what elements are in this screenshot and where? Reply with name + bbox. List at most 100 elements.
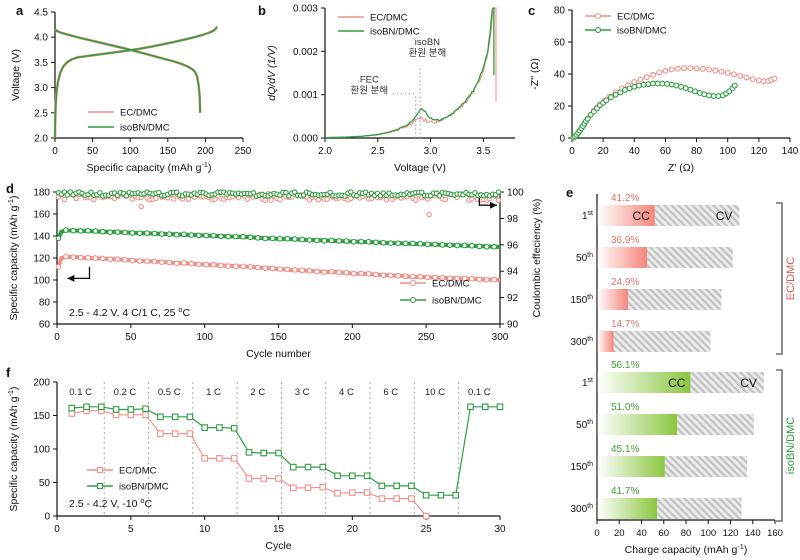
svg-text:0.002: 0.002	[293, 47, 318, 58]
svg-text:2.5 - 4.2 V, 4 C/1 C, 25 oC: 2.5 - 4.2 V, 4 C/1 C, 25 oC	[69, 305, 190, 319]
svg-text:250: 250	[418, 332, 435, 343]
svg-text:10: 10	[199, 524, 211, 535]
svg-text:3.5: 3.5	[34, 58, 48, 69]
svg-text:24.9%: 24.9%	[611, 277, 639, 288]
svg-text:50th: 50th	[576, 252, 593, 264]
svg-text:100: 100	[507, 188, 524, 199]
svg-text:50th: 50th	[576, 419, 593, 431]
svg-text:14.7%: 14.7%	[611, 319, 639, 330]
svg-text:isoBN/DMC: isoBN/DMC	[370, 27, 420, 38]
svg-text:CV: CV	[716, 209, 733, 223]
svg-text:120: 120	[751, 146, 768, 157]
svg-text:200: 200	[344, 332, 361, 343]
svg-text:2 C: 2 C	[250, 387, 265, 398]
svg-text:100: 100	[122, 146, 139, 157]
panel-c-label: c	[528, 3, 536, 18]
panel-a-chart-voltage-profile: 0 50 100 150 200 250 2.0 2.5 3.0 3.5 4.0 4.5 Specifi…	[10, 8, 252, 175]
svg-text:EC/DMC: EC/DMC	[119, 466, 157, 477]
svg-text:200: 200	[33, 378, 50, 389]
panel-f-label: f	[6, 365, 11, 380]
svg-text:150: 150	[33, 411, 50, 422]
svg-text:20: 20	[614, 528, 625, 539]
svg-text:300th: 300th	[570, 503, 593, 515]
svg-text:2.5 - 4.2 V, -10 oC: 2.5 - 4.2 V, -10 oC	[69, 496, 153, 510]
svg-text:-Z'' (Ω): -Z'' (Ω)	[529, 58, 541, 90]
svg-text:isoBN/DMC: isoBN/DMC	[119, 482, 169, 493]
svg-text:94: 94	[507, 267, 519, 278]
svg-text:환원 분해: 환원 분해	[409, 47, 447, 59]
svg-text:2.5: 2.5	[371, 146, 385, 157]
svg-text:3.0: 3.0	[34, 83, 48, 94]
svg-text:2.5: 2.5	[34, 108, 48, 119]
svg-text:20: 20	[554, 102, 566, 113]
svg-text:200: 200	[197, 146, 214, 157]
svg-text:98: 98	[507, 214, 519, 225]
svg-text:160: 160	[767, 528, 783, 539]
svg-text:60: 60	[658, 528, 669, 539]
svg-text:96: 96	[507, 240, 519, 251]
svg-text:50: 50	[39, 478, 51, 489]
svg-text:0: 0	[54, 332, 60, 343]
panel-d-label: d	[6, 181, 14, 196]
svg-text:40: 40	[636, 528, 647, 539]
svg-text:150: 150	[270, 332, 287, 343]
svg-text:140: 140	[33, 232, 50, 243]
panel-d-chart-cycling: 0 50 100 150 200 250 300 60 80 100 120 140 160 180 Cyc…	[6, 188, 543, 361]
svg-text:0: 0	[54, 524, 60, 535]
svg-text:120: 120	[33, 254, 50, 265]
svg-text:Voltage (V): Voltage (V)	[10, 49, 22, 101]
svg-text:300th: 300th	[570, 336, 593, 348]
svg-text:EC/DMC: EC/DMC	[120, 108, 158, 119]
svg-text:80: 80	[681, 528, 692, 539]
svg-text:FEC: FEC	[360, 75, 379, 86]
svg-text:0.2 C: 0.2 C	[114, 387, 137, 398]
svg-text:150th: 150th	[570, 294, 593, 306]
svg-text:50: 50	[125, 332, 137, 343]
svg-text:isoBN/DMC: isoBN/DMC	[785, 417, 797, 475]
svg-text:80: 80	[554, 6, 566, 17]
svg-text:dQ/dV (1/V): dQ/dV (1/V)	[266, 45, 278, 100]
svg-text:Voltage (V): Voltage (V)	[394, 162, 446, 174]
svg-text:CC: CC	[633, 209, 651, 223]
svg-text:0.003: 0.003	[293, 4, 318, 15]
svg-text:EC/DMC: EC/DMC	[617, 12, 655, 23]
svg-text:CV: CV	[740, 376, 757, 390]
svg-text:EC/DMC: EC/DMC	[370, 13, 408, 24]
svg-text:Coulombic effeciency (%): Coulombic effeciency (%)	[531, 199, 543, 318]
svg-text:0.1 C: 0.1 C	[69, 387, 92, 398]
svg-text:60: 60	[554, 38, 566, 49]
svg-text:EC/DMC: EC/DMC	[432, 279, 470, 290]
svg-text:51.0%: 51.0%	[611, 402, 639, 413]
svg-text:0.1 C: 0.1 C	[468, 387, 491, 398]
svg-text:3.0: 3.0	[424, 146, 438, 157]
svg-text:100: 100	[700, 528, 716, 539]
svg-text:4.5: 4.5	[34, 8, 48, 19]
svg-text:100: 100	[196, 332, 213, 343]
svg-text:0.001: 0.001	[293, 90, 318, 101]
svg-text:150: 150	[159, 146, 176, 157]
svg-text:41.2%: 41.2%	[611, 193, 639, 204]
svg-text:0.000: 0.000	[293, 134, 318, 145]
svg-text:41.7%: 41.7%	[611, 486, 639, 497]
svg-text:0.5 C: 0.5 C	[158, 387, 181, 398]
svg-text:Specific capacity (mAh g-1): Specific capacity (mAh g-1)	[6, 196, 20, 321]
svg-text:isoBN/DMC: isoBN/DMC	[120, 123, 170, 134]
svg-text:30: 30	[494, 524, 506, 535]
svg-text:0: 0	[559, 134, 565, 145]
svg-text:60: 60	[39, 320, 51, 331]
svg-text:isoBN/DMC: isoBN/DMC	[432, 296, 482, 307]
panel-c-chart-nyquist: 0 20 40 60 80 100 120 140 0 20 40 60 80 Z' (Ω) -Z'' (Ω…	[529, 6, 799, 175]
svg-text:2.0: 2.0	[34, 134, 48, 145]
svg-text:56.1%: 56.1%	[611, 360, 639, 371]
svg-text:90: 90	[507, 320, 519, 331]
svg-text:4 C: 4 C	[339, 387, 354, 398]
svg-text:Charge capacity (mAh g-1): Charge capacity (mAh g-1)	[625, 542, 748, 556]
panel-f-chart-rate-capability: 0 5 10 15 20 25 30 0 50 100 150 200 Cycle Specific ca…	[6, 378, 506, 553]
svg-text:150th: 150th	[570, 461, 593, 473]
svg-text:환원 분해: 환원 분해	[351, 85, 389, 97]
svg-text:20: 20	[347, 524, 359, 535]
svg-text:4.0: 4.0	[34, 33, 48, 44]
svg-text:300: 300	[492, 332, 509, 343]
svg-text:25: 25	[421, 524, 433, 535]
